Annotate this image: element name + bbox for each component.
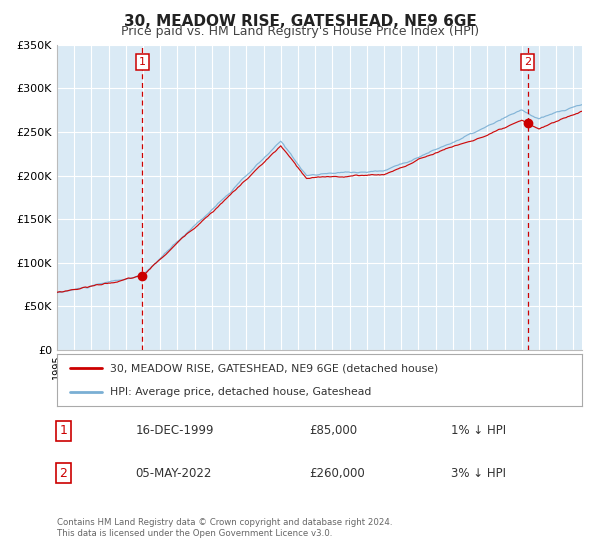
Text: 30, MEADOW RISE, GATESHEAD, NE9 6GE (detached house): 30, MEADOW RISE, GATESHEAD, NE9 6GE (det… [110, 363, 438, 374]
Text: 2: 2 [59, 467, 67, 480]
Text: HPI: Average price, detached house, Gateshead: HPI: Average price, detached house, Gate… [110, 387, 371, 397]
Text: £85,000: £85,000 [309, 424, 357, 437]
Text: 3% ↓ HPI: 3% ↓ HPI [451, 467, 506, 480]
Text: This data is licensed under the Open Government Licence v3.0.: This data is licensed under the Open Gov… [57, 529, 332, 538]
Text: Contains HM Land Registry data © Crown copyright and database right 2024.: Contains HM Land Registry data © Crown c… [57, 518, 392, 527]
Text: 1: 1 [59, 424, 67, 437]
Text: 2: 2 [524, 57, 531, 67]
Text: 30, MEADOW RISE, GATESHEAD, NE9 6GE: 30, MEADOW RISE, GATESHEAD, NE9 6GE [124, 14, 476, 29]
Text: 16-DEC-1999: 16-DEC-1999 [136, 424, 214, 437]
Text: £260,000: £260,000 [309, 467, 365, 480]
Text: Price paid vs. HM Land Registry's House Price Index (HPI): Price paid vs. HM Land Registry's House … [121, 25, 479, 38]
Text: 1: 1 [139, 57, 146, 67]
Text: 1% ↓ HPI: 1% ↓ HPI [451, 424, 506, 437]
Text: 05-MAY-2022: 05-MAY-2022 [136, 467, 212, 480]
